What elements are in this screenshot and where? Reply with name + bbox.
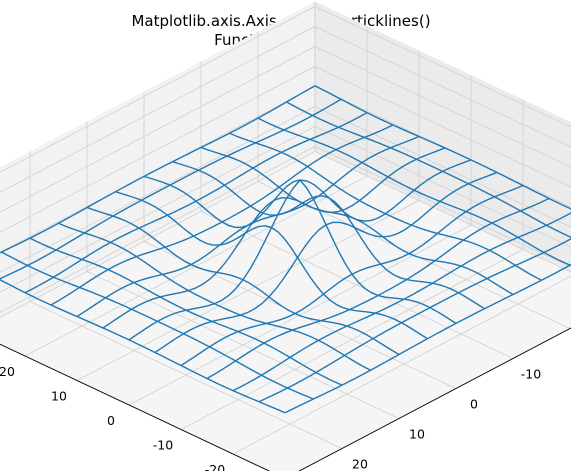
grid-z xyxy=(0,26,571,193)
wire-line-y xyxy=(50,124,394,306)
wire-line-y xyxy=(232,212,571,392)
grid-z xyxy=(0,106,571,273)
grid-y-floor xyxy=(0,151,316,318)
grid-z xyxy=(0,66,571,233)
grid-z xyxy=(0,6,571,173)
y-tick-label: -10 xyxy=(521,367,541,382)
y-tick-label: 10 xyxy=(409,427,425,442)
wire-line-y xyxy=(0,98,342,280)
wire-line-y xyxy=(206,197,550,380)
x-tick-label: 0 xyxy=(107,413,115,428)
wire-line-y xyxy=(76,135,420,318)
wire-line-y xyxy=(284,263,571,414)
wire-line-y xyxy=(258,238,571,403)
pane-left-wall xyxy=(0,1,315,318)
grid-z xyxy=(0,126,571,293)
x-tick-label: -10 xyxy=(153,438,173,453)
wireframe-surface xyxy=(0,85,571,414)
y-tick-label: 0 xyxy=(470,397,478,412)
wire-line-y xyxy=(154,171,498,354)
y-tick-label: 20 xyxy=(352,457,368,471)
wire-line-y xyxy=(180,184,524,367)
wire-line-y xyxy=(0,85,316,254)
wire-line-y xyxy=(128,159,472,341)
grid-z xyxy=(0,46,571,213)
x-tick-label: 20 xyxy=(0,364,15,379)
y-axis-line xyxy=(298,327,571,471)
tick-labels: -30-20-1001020303020100-10-20-3080604020… xyxy=(0,364,541,471)
axis-lines xyxy=(0,327,571,471)
pane-right-wall xyxy=(315,1,571,273)
grid-y-floor xyxy=(232,275,571,455)
x-tick-label: -20 xyxy=(205,462,225,471)
grid-z xyxy=(0,146,571,313)
x-tick-label: 10 xyxy=(51,389,67,404)
x-axis-line xyxy=(0,343,271,471)
grid-y-floor xyxy=(180,249,524,430)
wire-line-y xyxy=(24,112,368,294)
wire-line-y xyxy=(102,147,446,329)
